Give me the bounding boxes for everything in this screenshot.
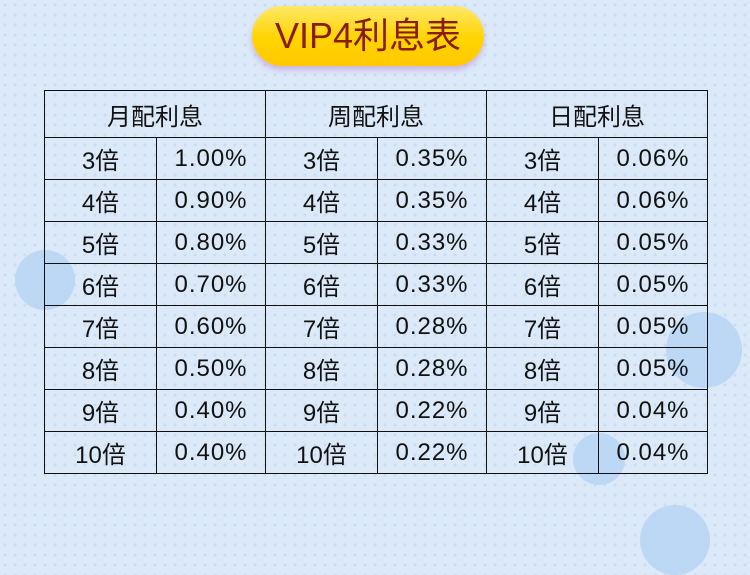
multiplier-cell: 3倍 [265, 137, 378, 180]
rate-cell: 0.50% [156, 347, 266, 390]
rate-cell: 0.04% [598, 431, 708, 474]
header-monthly: 月配利息 [44, 90, 266, 138]
multiplier-cell: 10倍 [44, 431, 157, 474]
multiplier-cell: 6倍 [486, 263, 599, 306]
rate-cell: 0.60% [156, 305, 266, 348]
rate-cell: 0.05% [598, 221, 708, 264]
decor-circle [640, 505, 710, 575]
multiplier-cell: 5倍 [265, 221, 378, 264]
multiplier-cell: 3倍 [44, 137, 157, 180]
rate-cell: 0.05% [598, 347, 708, 390]
multiplier-cell: 10倍 [265, 431, 378, 474]
rate-cell: 0.28% [377, 347, 487, 390]
multiplier-cell: 9倍 [265, 389, 378, 432]
rate-cell: 0.70% [156, 263, 266, 306]
multiplier-cell: 8倍 [486, 347, 599, 390]
rate-cell: 0.06% [598, 137, 708, 180]
table-row: 6倍 0.70% 6倍 0.33% 6倍 0.05% [44, 263, 708, 306]
multiplier-cell: 10倍 [486, 431, 599, 474]
rate-cell: 0.05% [598, 305, 708, 348]
rate-cell: 1.00% [156, 137, 266, 180]
rate-cell: 0.06% [598, 179, 708, 222]
multiplier-cell: 3倍 [486, 137, 599, 180]
table-row: 3倍 1.00% 3倍 0.35% 3倍 0.06% [44, 137, 708, 180]
interest-table: 月配利息 周配利息 日配利息 3倍 1.00% 3倍 0.35% 3倍 0.06% 4倍 0.… [44, 90, 708, 474]
rate-cell: 0.05% [598, 263, 708, 306]
rate-cell: 0.35% [377, 179, 487, 222]
table-row: 10倍 0.40% 10倍 0.22% 10倍 0.04% [44, 431, 708, 474]
multiplier-cell: 5倍 [486, 221, 599, 264]
multiplier-cell: 8倍 [44, 347, 157, 390]
rate-cell: 0.33% [377, 221, 487, 264]
multiplier-cell: 7倍 [265, 305, 378, 348]
table-row: 8倍 0.50% 8倍 0.28% 8倍 0.05% [44, 347, 708, 390]
multiplier-cell: 4倍 [265, 179, 378, 222]
multiplier-cell: 7倍 [486, 305, 599, 348]
rate-cell: 0.22% [377, 431, 487, 474]
rate-cell: 0.40% [156, 431, 266, 474]
page-title: VIP4利息表 [252, 6, 484, 66]
table-row: 4倍 0.90% 4倍 0.35% 4倍 0.06% [44, 179, 708, 222]
table-row: 9倍 0.40% 9倍 0.22% 9倍 0.04% [44, 389, 708, 432]
multiplier-cell: 6倍 [265, 263, 378, 306]
rate-cell: 0.33% [377, 263, 487, 306]
rate-cell: 0.90% [156, 179, 266, 222]
table-row: 5倍 0.80% 5倍 0.33% 5倍 0.05% [44, 221, 708, 264]
multiplier-cell: 6倍 [44, 263, 157, 306]
rate-cell: 0.22% [377, 389, 487, 432]
multiplier-cell: 7倍 [44, 305, 157, 348]
rate-cell: 0.80% [156, 221, 266, 264]
rate-cell: 0.40% [156, 389, 266, 432]
multiplier-cell: 5倍 [44, 221, 157, 264]
multiplier-cell: 9倍 [486, 389, 599, 432]
table-row: 7倍 0.60% 7倍 0.28% 7倍 0.05% [44, 305, 708, 348]
table-header-row: 月配利息 周配利息 日配利息 [44, 90, 708, 138]
rate-cell: 0.04% [598, 389, 708, 432]
rate-cell: 0.35% [377, 137, 487, 180]
multiplier-cell: 4倍 [44, 179, 157, 222]
header-daily: 日配利息 [486, 90, 708, 138]
multiplier-cell: 8倍 [265, 347, 378, 390]
header-weekly: 周配利息 [265, 90, 487, 138]
rate-cell: 0.28% [377, 305, 487, 348]
multiplier-cell: 9倍 [44, 389, 157, 432]
multiplier-cell: 4倍 [486, 179, 599, 222]
